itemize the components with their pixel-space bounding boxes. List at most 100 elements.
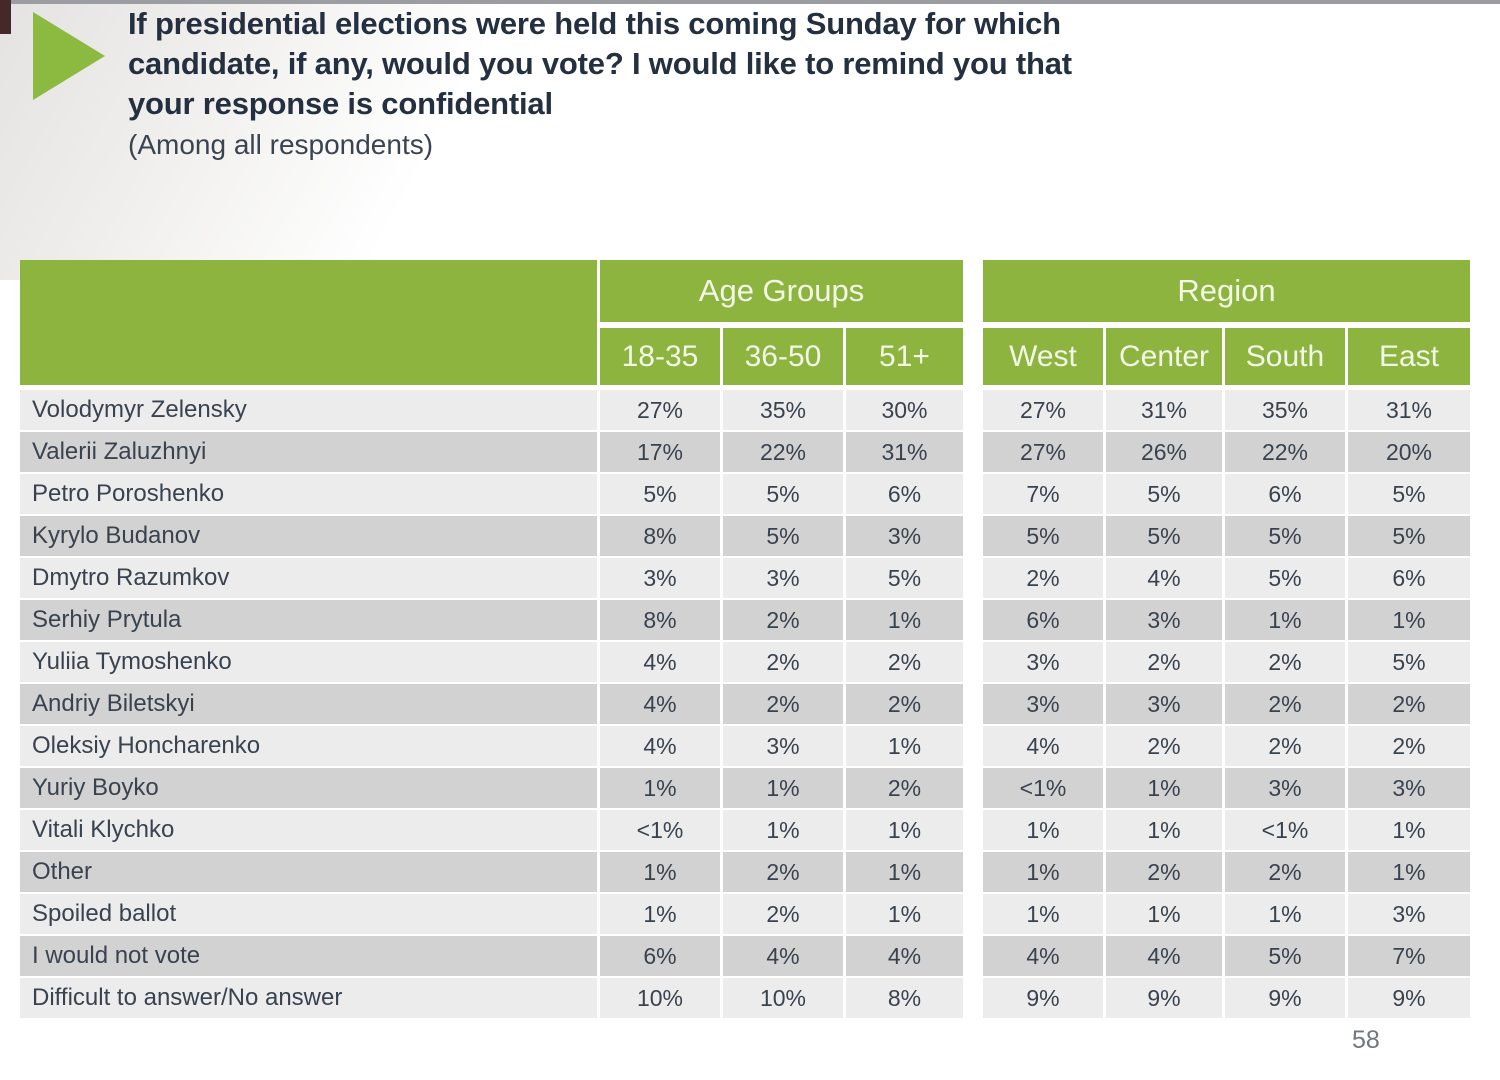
value-cell: 27% <box>983 390 1103 430</box>
value-cell: 3% <box>983 684 1103 724</box>
candidate-column-header <box>20 260 597 385</box>
page-number: 58 <box>1352 1026 1380 1054</box>
value-cell: 1% <box>1225 600 1345 640</box>
value-cell: 1% <box>600 894 720 934</box>
table-row: Volodymyr Zelensky 27% 35% 30% 27% 31% 35% 31% <box>20 390 1470 430</box>
column-header-36-50: 36-50 <box>723 328 843 385</box>
value-cell: 9% <box>1106 978 1222 1018</box>
value-cell: 2% <box>723 642 843 682</box>
value-cell: 1% <box>1348 810 1470 850</box>
column-header-west: West <box>983 328 1103 385</box>
value-cell: 1% <box>600 852 720 892</box>
value-cell: 5% <box>1348 642 1470 682</box>
value-cell: 1% <box>846 726 963 766</box>
value-cell: 1% <box>846 894 963 934</box>
value-cell: 22% <box>1225 432 1345 472</box>
value-cell: <1% <box>600 810 720 850</box>
value-cell: 5% <box>1225 558 1345 598</box>
value-cell: 1% <box>1106 894 1222 934</box>
candidate-label: Andriy Biletskyi <box>20 684 597 724</box>
value-cell: 7% <box>983 474 1103 514</box>
value-cell: 6% <box>983 600 1103 640</box>
table-row: Vitali Klychko <1% 1% 1% 1% 1% <1% 1% <box>20 810 1470 850</box>
value-cell: 5% <box>1106 474 1222 514</box>
value-cell: 1% <box>983 894 1103 934</box>
page-title-line-1: If presidential elections were held this… <box>128 6 1061 41</box>
section-gap <box>966 684 980 724</box>
value-cell: 2% <box>1106 642 1222 682</box>
table-row: Andriy Biletskyi 4% 2% 2% 3% 3% 2% 2% <box>20 684 1470 724</box>
value-cell: 31% <box>846 432 963 472</box>
candidate-label: Yuriy Boyko <box>20 768 597 808</box>
value-cell: 2% <box>723 852 843 892</box>
section-gap <box>966 390 980 430</box>
table-row: Serhiy Prytula 8% 2% 1% 6% 3% 1% 1% <box>20 600 1470 640</box>
value-cell: 2% <box>723 894 843 934</box>
value-cell: 3% <box>1348 768 1470 808</box>
table-row: Yuriy Boyko 1% 1% 2% <1% 1% 3% 3% <box>20 768 1470 808</box>
value-cell: 8% <box>600 600 720 640</box>
section-gap <box>966 516 980 556</box>
value-cell: 1% <box>846 852 963 892</box>
value-cell: 1% <box>1348 852 1470 892</box>
age-subheader-row: 18-35 36-50 51+ <box>600 328 963 385</box>
section-gap <box>966 936 980 976</box>
top-edge-strip <box>0 0 1500 4</box>
value-cell: 3% <box>600 558 720 598</box>
value-cell: 4% <box>723 936 843 976</box>
value-cell: 4% <box>600 684 720 724</box>
group-header-region: Region <box>983 260 1470 322</box>
value-cell: 8% <box>846 978 963 1018</box>
value-cell: 5% <box>723 516 843 556</box>
value-cell: 1% <box>846 810 963 850</box>
candidate-label: Kyrylo Budanov <box>20 516 597 556</box>
value-cell: <1% <box>983 768 1103 808</box>
value-cell: 20% <box>1348 432 1470 472</box>
value-cell: 2% <box>723 600 843 640</box>
section-gap <box>966 852 980 892</box>
table-row: Spoiled ballot 1% 2% 1% 1% 1% 1% 3% <box>20 894 1470 934</box>
value-cell: 5% <box>983 516 1103 556</box>
value-cell: 2% <box>846 642 963 682</box>
candidate-label: Yuliia Tymoshenko <box>20 642 597 682</box>
column-header-51: 51+ <box>846 328 963 385</box>
section-gap <box>966 600 980 640</box>
value-cell: 4% <box>983 936 1103 976</box>
value-cell: 5% <box>1225 936 1345 976</box>
section-gap <box>966 810 980 850</box>
value-cell: 2% <box>983 558 1103 598</box>
table-row: Oleksiy Honcharenko 4% 3% 1% 4% 2% 2% 2% <box>20 726 1470 766</box>
column-header-east: East <box>1348 328 1470 385</box>
value-cell: 9% <box>1225 978 1345 1018</box>
table-row: Petro Poroshenko 5% 5% 6% 7% 5% 6% 5% <box>20 474 1470 514</box>
value-cell: 6% <box>600 936 720 976</box>
value-cell: 2% <box>1225 726 1345 766</box>
value-cell: 9% <box>983 978 1103 1018</box>
value-cell: 6% <box>1348 558 1470 598</box>
value-cell: 1% <box>1225 894 1345 934</box>
arrow-bullet-icon <box>33 12 105 100</box>
value-cell: 27% <box>983 432 1103 472</box>
value-cell: 35% <box>723 390 843 430</box>
value-cell: 5% <box>1225 516 1345 556</box>
value-cell: 1% <box>1106 768 1222 808</box>
value-cell: 3% <box>846 516 963 556</box>
candidate-label: Oleksiy Honcharenko <box>20 726 597 766</box>
table-body: Volodymyr Zelensky 27% 35% 30% 27% 31% 35% 31% V… <box>20 390 1470 1020</box>
column-header-south: South <box>1225 328 1345 385</box>
candidate-label: Petro Poroshenko <box>20 474 597 514</box>
candidate-label: Serhiy Prytula <box>20 600 597 640</box>
table-row: Valerii Zaluzhnyi 17% 22% 31% 27% 26% 22% 20% <box>20 432 1470 472</box>
value-cell: 3% <box>723 558 843 598</box>
value-cell: 2% <box>1348 684 1470 724</box>
value-cell: 22% <box>723 432 843 472</box>
value-cell: 1% <box>1106 810 1222 850</box>
value-cell: 5% <box>846 558 963 598</box>
value-cell: 17% <box>600 432 720 472</box>
value-cell: 26% <box>1106 432 1222 472</box>
value-cell: 5% <box>1348 474 1470 514</box>
value-cell: 10% <box>600 978 720 1018</box>
candidate-label: Dmytro Razumkov <box>20 558 597 598</box>
group-header-age-groups: Age Groups <box>600 260 963 322</box>
value-cell: 2% <box>846 684 963 724</box>
